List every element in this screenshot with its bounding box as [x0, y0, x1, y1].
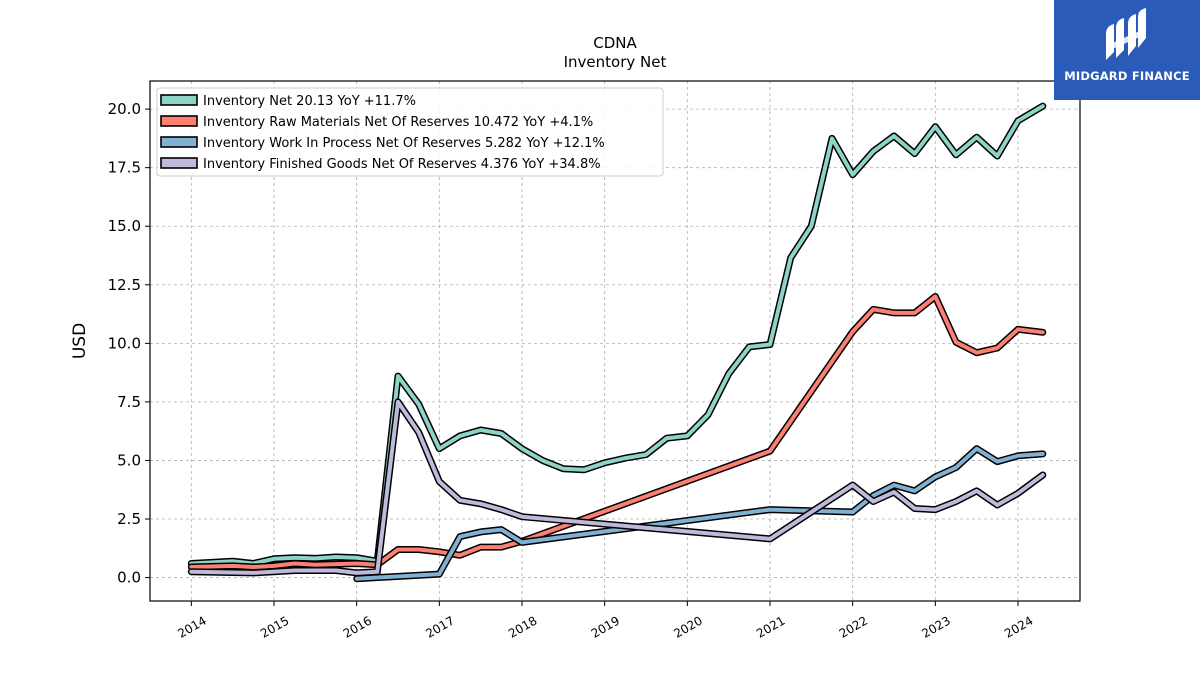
plot-frame [149, 80, 1081, 602]
legend-label: Inventory Raw Materials Net Of Reserves … [203, 115, 593, 130]
series-3 [353, 445, 1047, 583]
legend-label: Inventory Work In Process Net Of Reserve… [203, 136, 605, 151]
y-tick-label: 2.5 [117, 510, 141, 528]
y-tick-label: 0.0 [117, 569, 141, 587]
x-tick-label: 2017 [423, 613, 456, 640]
chart-subtitle: Inventory Net [564, 53, 667, 71]
y-axis-label: USD [70, 323, 90, 359]
y-tick-label: 17.5 [108, 159, 141, 177]
legend: Inventory Net 20.13 YoY +11.7% Inventory … [156, 87, 664, 177]
x-tick-label: 2015 [258, 613, 291, 640]
series-layer [187, 102, 1047, 583]
series-outline [353, 445, 1047, 583]
x-tick-label: 2024 [1002, 613, 1035, 640]
x-axis: 2014 2015 2016 2017 2018 2019 2020 2021 2022 2023… [175, 601, 1036, 641]
x-tick-label: 2021 [754, 613, 787, 640]
series-4 [187, 398, 1047, 577]
legend-box [156, 87, 664, 177]
series-line [189, 399, 1045, 575]
legend-swatch [160, 136, 198, 148]
y-tick-label: 12.5 [108, 276, 141, 294]
y-tick-label: 7.5 [117, 393, 141, 411]
series-2 [187, 293, 1047, 571]
brand-logo: MIDGARD FINANCE [1054, 0, 1200, 100]
legend-label: Inventory Finished Goods Net Of Reserves… [203, 157, 601, 172]
series-line [189, 294, 1045, 569]
x-tick-label: 2019 [589, 613, 622, 640]
legend-label: Inventory Net 20.13 YoY +11.7% [203, 94, 416, 109]
series-1 [187, 102, 1047, 567]
brand-name: MIDGARD FINANCE [1064, 69, 1190, 83]
x-tick-label: 2014 [175, 613, 208, 640]
series-line [189, 104, 1045, 566]
x-tick-label: 2016 [341, 613, 374, 640]
legend-swatch [160, 115, 198, 127]
y-tick-label: 20.0 [108, 100, 141, 118]
chart-title: CDNA [593, 34, 637, 52]
legend-swatch [160, 94, 198, 106]
y-tick-label: 10.0 [108, 334, 141, 352]
y-axis: 0.0 2.5 5.0 7.5 10.0 12.5 15.0 17.5 20.0 [108, 100, 150, 587]
y-tick-label: 15.0 [108, 217, 141, 235]
x-tick-label: 2023 [919, 613, 952, 640]
midgard-logo-icon [1106, 8, 1146, 60]
y-tick-label: 5.0 [117, 451, 141, 469]
series-line [354, 446, 1045, 581]
x-tick-label: 2022 [837, 613, 870, 640]
x-tick-label: 2018 [506, 613, 539, 640]
legend-swatch [160, 157, 198, 169]
x-tick-label: 2020 [671, 613, 704, 640]
